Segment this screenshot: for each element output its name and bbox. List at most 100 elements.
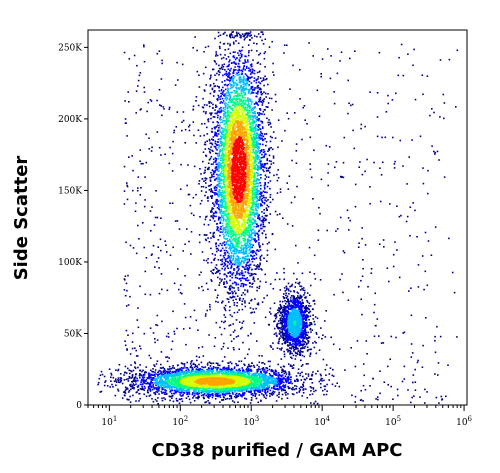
data-point bbox=[417, 264, 420, 266]
data-point bbox=[227, 362, 230, 364]
data-point bbox=[263, 162, 266, 165]
data-point bbox=[220, 89, 223, 92]
data-point bbox=[257, 91, 259, 93]
data-point bbox=[282, 296, 285, 298]
data-point bbox=[211, 143, 214, 146]
data-point bbox=[139, 194, 142, 196]
data-point bbox=[255, 397, 258, 400]
data-point bbox=[275, 388, 278, 390]
data-point bbox=[221, 244, 223, 247]
data-point bbox=[275, 316, 278, 318]
data-point bbox=[260, 131, 262, 133]
data-point bbox=[266, 191, 268, 194]
data-point bbox=[135, 383, 137, 385]
data-point bbox=[286, 44, 288, 47]
data-point bbox=[124, 386, 127, 389]
data-point bbox=[279, 330, 281, 332]
data-point bbox=[208, 159, 211, 161]
data-point bbox=[407, 53, 409, 55]
data-point bbox=[253, 238, 255, 240]
data-point bbox=[351, 103, 354, 106]
data-point bbox=[378, 243, 381, 245]
data-point bbox=[259, 388, 261, 390]
data-point bbox=[333, 91, 335, 93]
data-point bbox=[306, 326, 308, 328]
data-point bbox=[140, 374, 142, 376]
data-point bbox=[269, 166, 271, 168]
data-point bbox=[392, 136, 394, 139]
data-point bbox=[276, 335, 278, 337]
data-point bbox=[153, 382, 155, 384]
data-point bbox=[178, 371, 181, 374]
data-point bbox=[219, 98, 221, 100]
data-point bbox=[142, 373, 145, 376]
data-point bbox=[176, 370, 178, 372]
data-point bbox=[172, 246, 174, 249]
data-point bbox=[285, 380, 287, 383]
data-point bbox=[256, 112, 259, 114]
data-point bbox=[210, 261, 213, 264]
data-point bbox=[366, 353, 368, 355]
data-point bbox=[376, 92, 379, 94]
data-point bbox=[177, 370, 179, 373]
data-point bbox=[367, 285, 369, 288]
data-point bbox=[260, 88, 262, 91]
data-point bbox=[401, 380, 404, 383]
data-point bbox=[268, 368, 271, 371]
data-point bbox=[299, 313, 301, 316]
data-point bbox=[246, 268, 248, 270]
data-point bbox=[233, 366, 236, 368]
data-point bbox=[256, 249, 258, 252]
data-point bbox=[218, 127, 220, 129]
data-point bbox=[225, 258, 227, 260]
data-point bbox=[323, 393, 325, 396]
data-point bbox=[257, 150, 259, 152]
data-point bbox=[277, 372, 280, 374]
data-point bbox=[251, 68, 254, 70]
data-point bbox=[214, 254, 216, 256]
data-point bbox=[110, 374, 113, 376]
data-point bbox=[289, 299, 292, 301]
data-point bbox=[292, 342, 294, 345]
data-point bbox=[241, 389, 243, 392]
data-point bbox=[353, 147, 356, 150]
data-point bbox=[258, 178, 260, 181]
data-point bbox=[244, 69, 246, 71]
data-point bbox=[147, 381, 149, 384]
data-point bbox=[280, 326, 283, 329]
data-point bbox=[200, 199, 203, 202]
data-point bbox=[164, 153, 166, 156]
data-point bbox=[237, 283, 239, 286]
data-point bbox=[221, 302, 223, 304]
data-point bbox=[110, 380, 112, 382]
data-point bbox=[402, 74, 405, 77]
data-point bbox=[261, 163, 264, 166]
data-point bbox=[126, 135, 128, 137]
data-point bbox=[275, 400, 278, 402]
data-point bbox=[244, 258, 247, 261]
data-point bbox=[288, 289, 290, 292]
data-point bbox=[158, 292, 161, 295]
data-point bbox=[287, 318, 290, 320]
data-point bbox=[216, 207, 219, 209]
data-point bbox=[286, 332, 289, 334]
data-point bbox=[279, 337, 281, 339]
data-point bbox=[267, 199, 269, 201]
data-point bbox=[214, 142, 217, 145]
data-point bbox=[412, 381, 414, 384]
data-point bbox=[236, 305, 238, 307]
data-point bbox=[278, 309, 281, 311]
data-point bbox=[287, 327, 290, 329]
data-point bbox=[240, 294, 243, 296]
data-point bbox=[179, 372, 181, 375]
data-point bbox=[359, 399, 362, 402]
data-point bbox=[267, 360, 270, 363]
data-point bbox=[158, 267, 160, 269]
data-point bbox=[214, 337, 217, 339]
data-point bbox=[276, 347, 279, 349]
data-point bbox=[121, 397, 124, 399]
data-point bbox=[269, 196, 272, 198]
data-point bbox=[256, 197, 258, 200]
data-point bbox=[265, 397, 267, 400]
data-point bbox=[235, 396, 237, 399]
